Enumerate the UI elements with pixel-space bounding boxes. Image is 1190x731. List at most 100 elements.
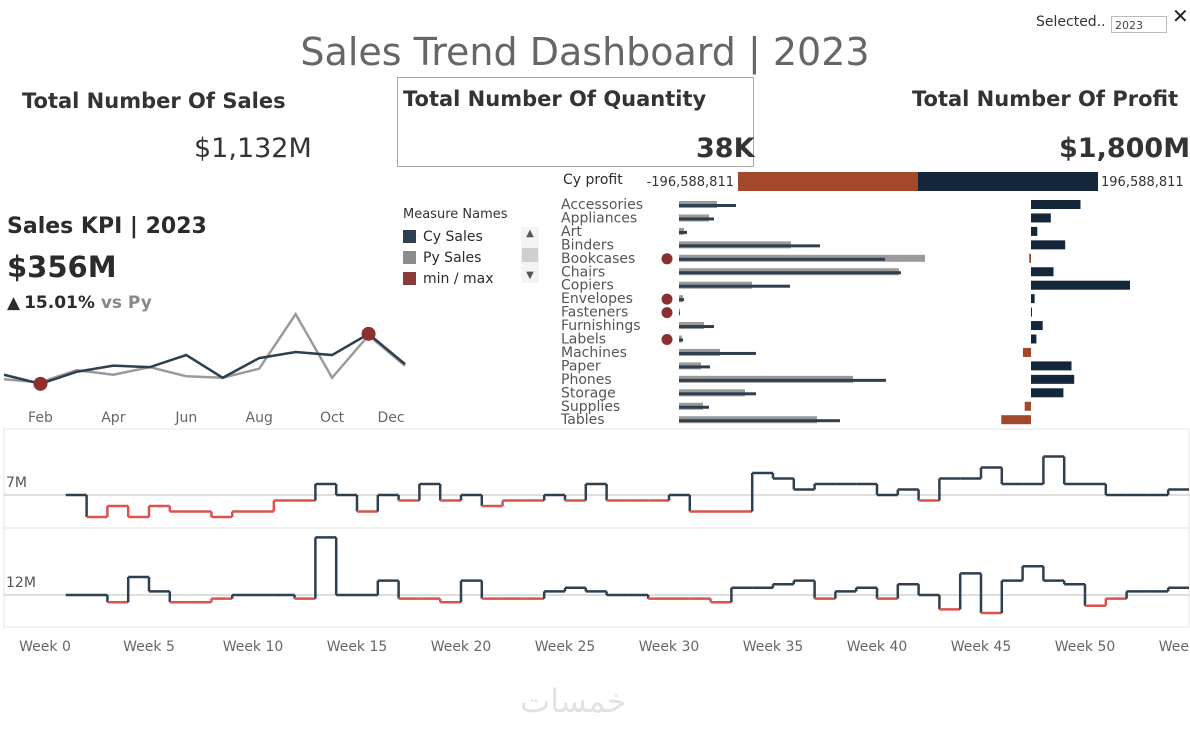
profit-bar <box>1031 321 1043 331</box>
week-tick-label: Week 10 <box>223 639 284 655</box>
profit-bar <box>1029 253 1031 263</box>
legend-title: Measure Names <box>403 207 508 222</box>
category-label: Phones <box>561 372 612 388</box>
profit-bar <box>1031 334 1037 344</box>
category-label: Furnishings <box>561 318 641 334</box>
sales-kpi-vs-label: vs Py <box>100 293 152 313</box>
min-max-marker <box>361 326 376 341</box>
category-label: Appliances <box>561 210 637 226</box>
profit-bar <box>1031 307 1032 317</box>
legend-swatch <box>403 272 416 285</box>
category-label: Chairs <box>561 264 605 280</box>
cy-sales-bar <box>679 419 840 423</box>
sales-kpi-title: Sales KPI | 2023 <box>7 214 207 239</box>
profit-bar <box>1001 415 1031 425</box>
cy-sales-bar <box>679 298 684 302</box>
profit-bar <box>1031 226 1038 236</box>
week-tick-label: Week 30 <box>639 639 700 655</box>
week-tick-label: Week 0 <box>19 639 71 655</box>
min-max-marker <box>661 253 673 265</box>
category-label: Labels <box>561 332 606 348</box>
profit-bar <box>1031 267 1054 277</box>
sales-kpi-value: $356M <box>7 250 117 284</box>
up-arrow-icon: ▲ <box>7 293 21 313</box>
kpi-profit-value: $1,800M <box>1059 133 1190 164</box>
legend-item-min-max[interactable]: min / max <box>403 268 541 285</box>
category-label: Storage <box>561 385 616 401</box>
profit-bar <box>1031 280 1130 290</box>
kpi-quantity-card[interactable] <box>397 77 754 167</box>
profit-bar <box>1031 200 1081 209</box>
sales-kpi-change: ▲ 15.01% vs Py <box>7 293 152 313</box>
legend-swatch <box>403 251 416 264</box>
week-tick-label: Week 55 <box>1159 639 1190 655</box>
kpi-profit-title: Total Number Of Profit <box>912 87 1179 111</box>
reference-label: 12M <box>6 575 36 591</box>
kpi-quantity-value: 38K <box>696 133 755 164</box>
category-label: Envelopes <box>561 291 633 307</box>
legend-item-cy-sales[interactable]: Cy Sales <box>403 226 541 247</box>
category-label: Supplies <box>561 399 620 415</box>
reference-label: 7M <box>6 475 27 491</box>
cy-sales-bar <box>679 365 710 369</box>
category-label: Tables <box>560 412 605 428</box>
kpi-sales-title: Total Number Of Sales <box>22 89 286 113</box>
year-selector-label: Selected.. <box>1036 14 1106 30</box>
legend-scrollbar[interactable]: ▲ ▼ <box>521 227 539 283</box>
category-label: Fasteners <box>561 305 628 321</box>
legend-item-py-sales[interactable]: Py Sales <box>403 247 541 268</box>
week-tick-label: Week 45 <box>951 639 1012 655</box>
cy-sales-bar <box>679 230 687 234</box>
category-label: Binders <box>561 237 614 253</box>
month-tick-label: Oct <box>320 410 345 426</box>
kpi-sales-value: $1,132M <box>194 133 312 164</box>
monthly-sales-chart: Feb Apr Jun Aug Oct Dec <box>3 311 406 426</box>
category-label: Copiers <box>561 278 614 294</box>
cy-sales-bar <box>679 204 736 207</box>
week-tick-label: Week 5 <box>123 639 175 655</box>
profit-bar <box>1024 401 1031 411</box>
chevron-up-icon[interactable]: ▲ <box>526 228 534 239</box>
year-selector-input[interactable]: 2023 <box>1111 16 1167 33</box>
weekly-sales-chart: 7M 12M Week 0 Week 5 Week 10 Week 15 Week 20 We… <box>3 428 1190 655</box>
close-icon[interactable]: ✕ <box>1172 4 1189 28</box>
min-max-marker <box>661 293 673 305</box>
sales-kpi-change-pct: 15.01% <box>24 293 95 313</box>
week-tick-label: Week 25 <box>535 639 596 655</box>
cy-sales-bar <box>679 338 683 342</box>
profit-axis-min-label: -196,588,811 <box>647 175 734 190</box>
category-label: Machines <box>561 345 627 361</box>
profit-axis-positive-bar <box>918 172 1098 191</box>
profit-bar <box>1031 240 1066 250</box>
profit-bar <box>1031 388 1064 398</box>
month-tick-label: Dec <box>377 410 404 426</box>
profit-bar <box>1022 347 1031 357</box>
profit-bar <box>1031 374 1075 384</box>
week-tick-label: Week 15 <box>327 639 388 655</box>
profit-axis-negative-bar <box>738 172 918 191</box>
min-max-marker <box>661 307 673 319</box>
category-label: Art <box>561 224 582 240</box>
cy-sales-bar <box>679 311 680 315</box>
cy-profit-label: Cy profit <box>563 172 623 188</box>
chevron-down-icon[interactable]: ▼ <box>526 270 534 281</box>
profit-bar <box>1031 213 1051 223</box>
kpi-quantity-title: Total Number Of Quantity <box>403 87 707 111</box>
cy-sales-bar <box>679 284 790 288</box>
week-tick-label: Week 35 <box>743 639 804 655</box>
watermark-logo: خمسات <box>520 682 627 720</box>
measure-legend: Measure Names Cy Sales Py Sales min / ma… <box>403 207 541 285</box>
profit-axis-max-label: 196,588,811 <box>1101 175 1184 190</box>
month-tick-label: Apr <box>101 410 125 426</box>
scrollbar-thumb[interactable] <box>522 248 538 262</box>
month-tick-label: Jun <box>174 410 197 426</box>
min-max-marker <box>661 334 673 345</box>
profit-bar <box>1031 361 1072 371</box>
month-tick-label: Feb <box>28 410 53 426</box>
legend-item-label: Py Sales <box>423 249 482 266</box>
month-tick-label: Aug <box>246 410 273 426</box>
cy-sales-bar <box>679 351 756 355</box>
cy-sales-bar <box>679 257 885 261</box>
week-tick-label: Week 50 <box>1055 639 1116 655</box>
